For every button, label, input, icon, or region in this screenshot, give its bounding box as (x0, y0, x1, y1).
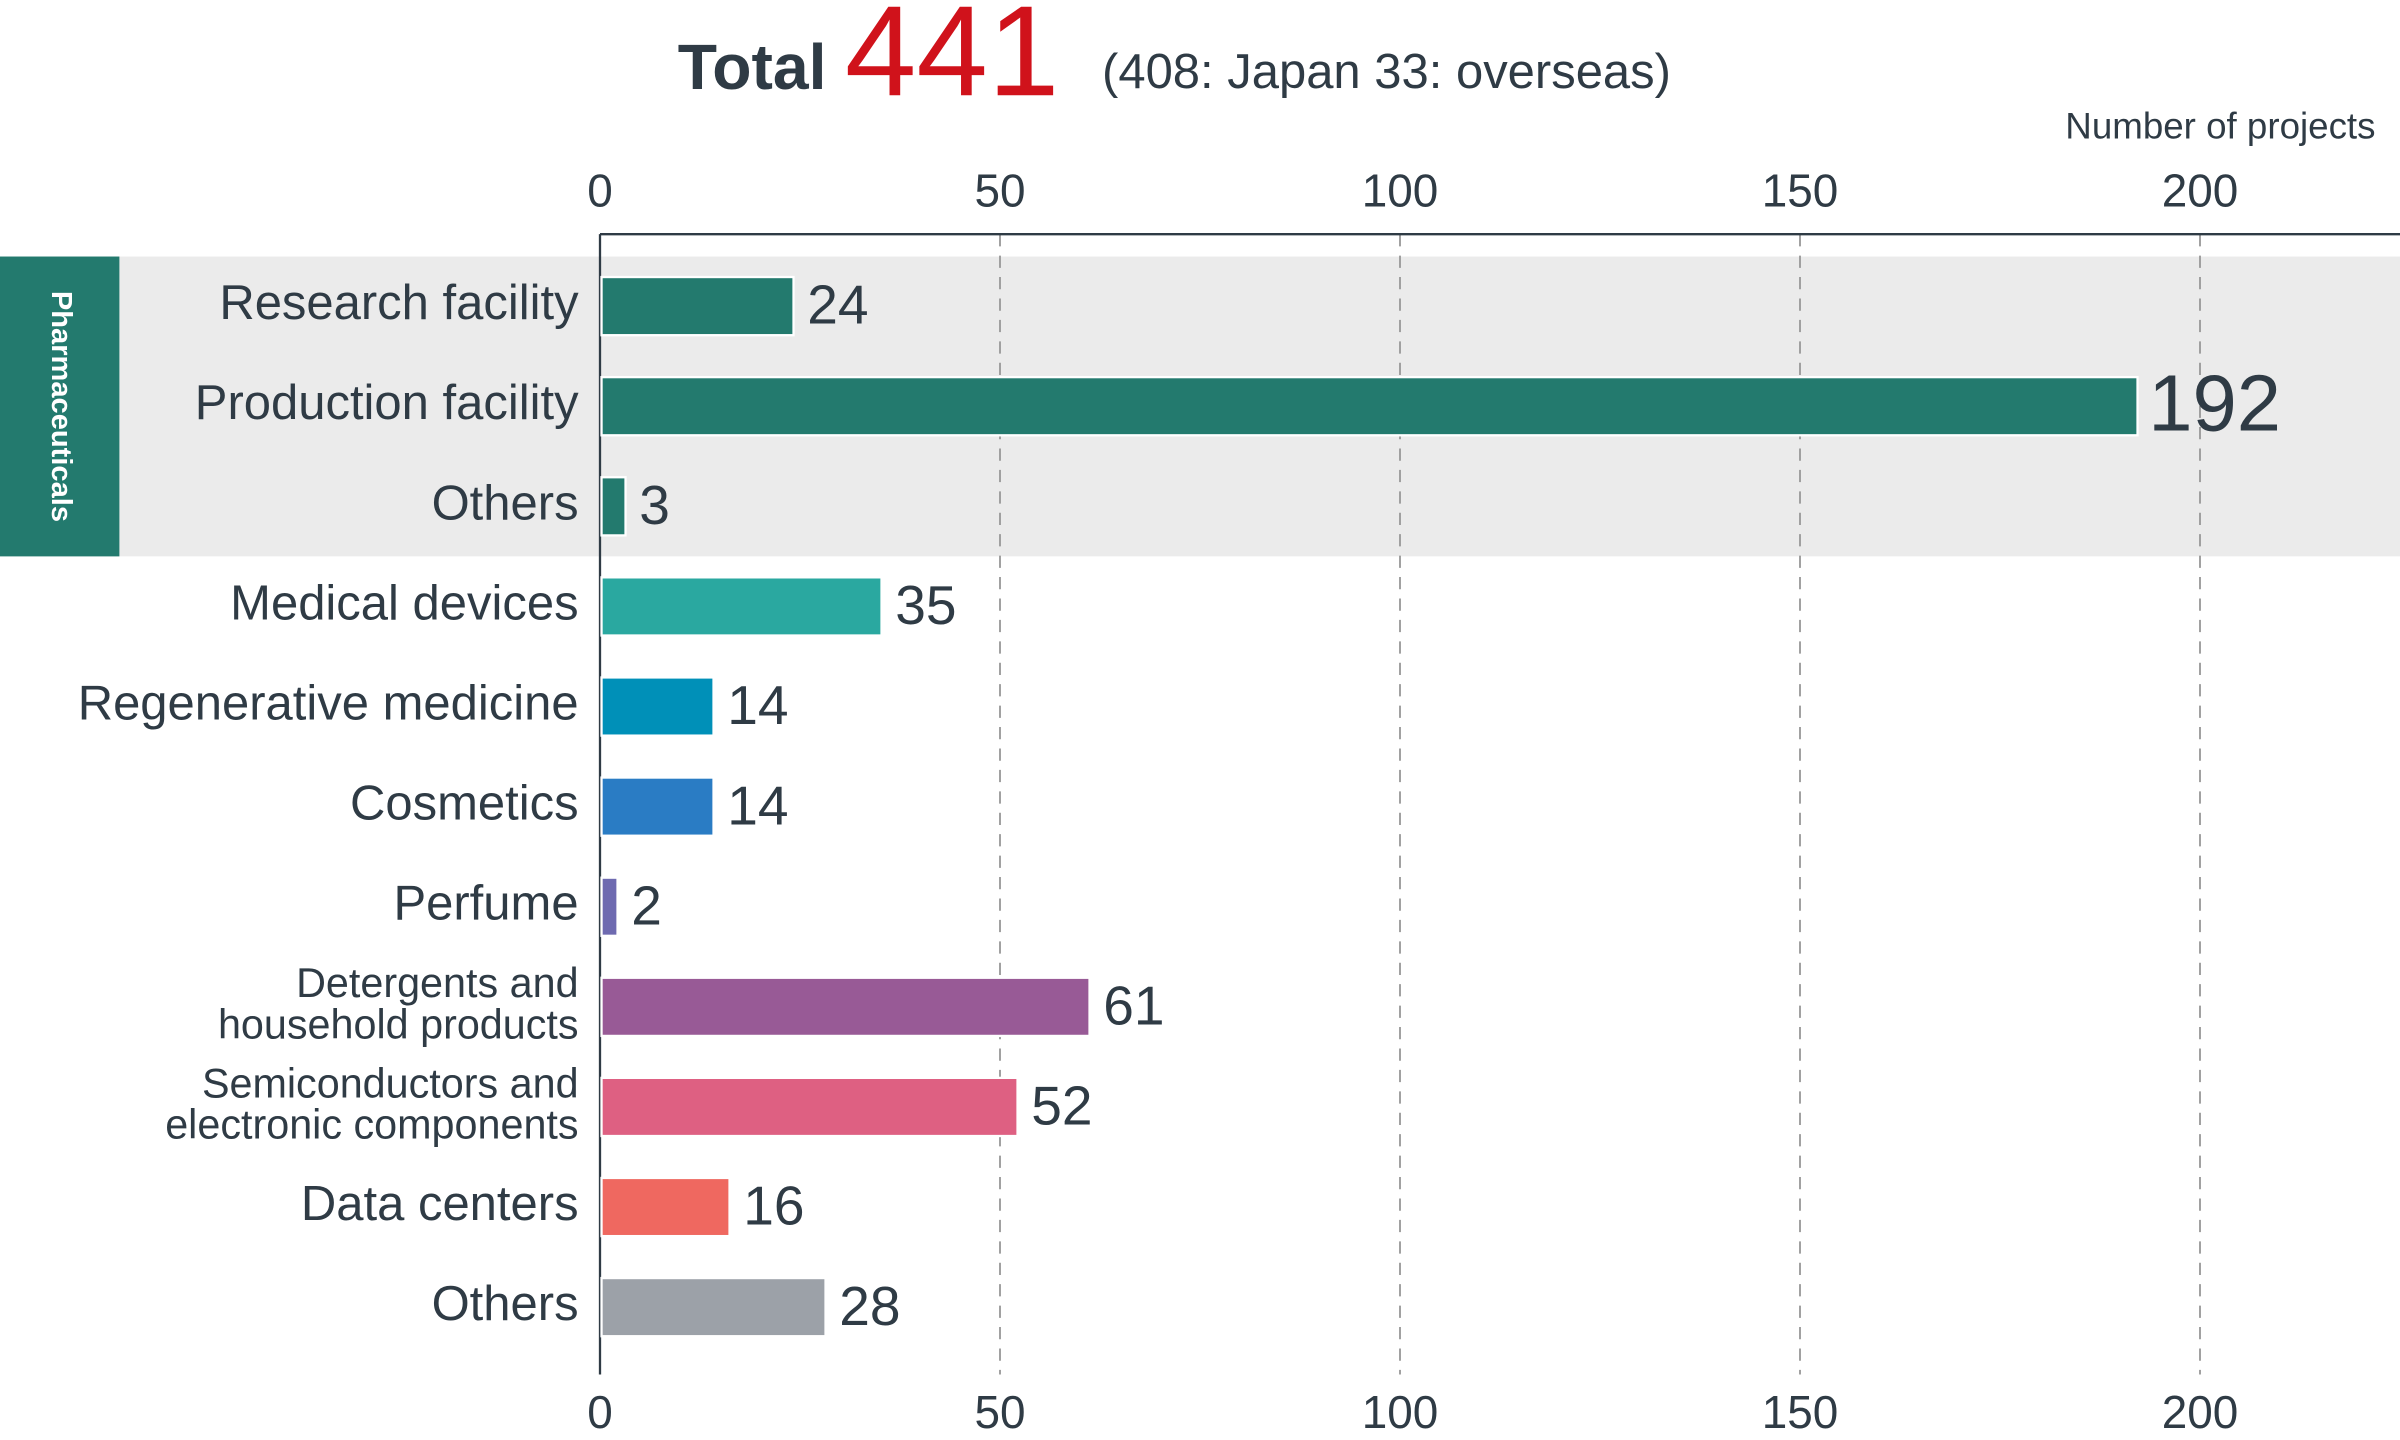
y-tick-label: Semiconductors and electronic components (165, 1060, 578, 1147)
x-tick-label: 200 (2162, 165, 2239, 217)
y-tick-label: Cosmetics (350, 777, 579, 831)
value-label: 16 (743, 1175, 804, 1237)
value-label: 28 (839, 1275, 900, 1337)
bar (600, 1176, 731, 1238)
value-label: 61 (1103, 974, 1164, 1036)
value-label: 24 (807, 274, 868, 336)
x-tick-label: 200 (2162, 1386, 2239, 1438)
x-tick-label: 150 (1762, 165, 1839, 217)
value-label: 35 (895, 574, 956, 636)
total-value: 441 (845, 0, 1060, 123)
x-axis-label: Number of projects (2065, 105, 2375, 146)
x-tick-label: 50 (974, 1386, 1025, 1438)
y-tick-label: Detergents and household products (218, 960, 579, 1047)
x-tick-label: 0 (587, 1386, 613, 1438)
bar (600, 1276, 827, 1338)
bar (600, 576, 883, 637)
x-tick-label: 100 (1362, 165, 1439, 217)
x-tick-label: 0 (587, 165, 613, 217)
group-tab (0, 256, 120, 557)
y-tick-label: Regenerative medicine (78, 676, 579, 730)
bar (600, 275, 795, 337)
x-tick-label: 50 (974, 165, 1025, 217)
bar (600, 676, 715, 737)
bar (600, 976, 1091, 1038)
y-tick-label: Others (432, 1277, 579, 1331)
bar (600, 375, 2139, 437)
y-tick-label: Others (432, 476, 579, 530)
chart-title: Total (678, 31, 827, 103)
value-label: 2 (631, 874, 662, 936)
bar (600, 776, 715, 837)
y-tick-label: Perfume (393, 877, 578, 931)
group-label: Pharmaceuticals (45, 291, 77, 522)
bar (600, 1076, 1019, 1138)
value-label: 3 (639, 474, 670, 536)
chart-subtitle: (408: Japan 33: overseas) (1102, 45, 1671, 99)
bar (600, 876, 619, 937)
bar (600, 476, 627, 537)
x-tick-label: 100 (1362, 1386, 1439, 1438)
y-tick-label: Production facility (195, 376, 579, 430)
y-tick-label: Research facility (219, 276, 579, 330)
value-label: 52 (1031, 1075, 1092, 1137)
value-label: 192 (2148, 358, 2281, 447)
y-tick-label: Data centers (301, 1177, 579, 1231)
value-label: 14 (727, 674, 788, 736)
x-tick-label: 150 (1762, 1386, 1839, 1438)
value-label: 14 (727, 774, 788, 836)
y-tick-label: Medical devices (230, 576, 578, 630)
